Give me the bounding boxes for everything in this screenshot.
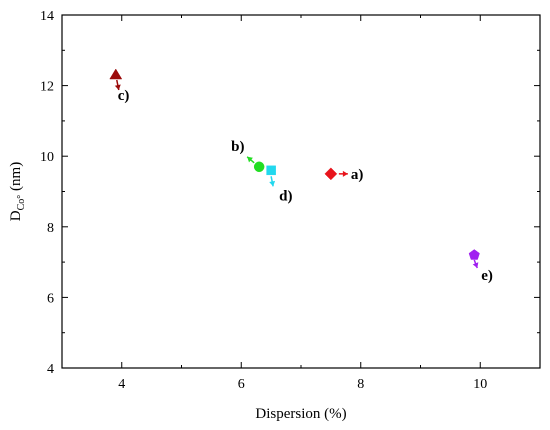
data-point-arrow-head	[114, 84, 121, 91]
x-axis-ticks: 4 6 8 10	[61, 15, 541, 392]
x-tick-label: 8	[357, 377, 364, 392]
axes	[61, 14, 541, 369]
data-point: c)	[109, 68, 130, 104]
y-tick-label: 6	[47, 291, 54, 306]
data-point-arrow-head	[269, 180, 276, 187]
data-point-marker	[324, 167, 338, 181]
data-point-label: e)	[481, 268, 493, 284]
y-axis-title-subscript: Co°	[16, 195, 27, 211]
x-axis-title: Dispersion (%)	[255, 406, 346, 422]
y-tick-label: 8	[47, 221, 54, 236]
data-point-label: a)	[351, 167, 364, 183]
plot-frame	[61, 14, 541, 369]
data-point: e)	[468, 249, 493, 284]
data-point-marker	[109, 68, 123, 80]
y-axis-title-main: D	[8, 210, 24, 221]
data-point: b)	[231, 139, 265, 173]
data-point-label: b)	[231, 139, 244, 155]
y-tick-label: 10	[40, 150, 54, 165]
y-tick-label: 4	[47, 362, 54, 377]
data-point-label: d)	[279, 188, 292, 204]
data-point: a)	[324, 167, 364, 183]
data-points: a) b) c) d) e)	[109, 68, 493, 284]
data-point-marker	[253, 161, 265, 173]
y-tick-label: 14	[40, 9, 54, 24]
data-point-marker	[266, 165, 276, 176]
x-tick-label: 10	[473, 377, 487, 392]
data-point-arrow-head	[342, 170, 348, 177]
data-point-arrow-head	[247, 156, 253, 163]
data-point-label: c)	[118, 88, 130, 104]
y-axis-ticks: 4 6 8 10 12 14	[40, 9, 540, 377]
data-point-marker	[468, 249, 480, 260]
y-axis-title-unit: (nm)	[8, 162, 24, 195]
y-axis-title: DCo° (nm)	[8, 162, 27, 221]
data-point: d)	[266, 165, 292, 204]
x-tick-label: 4	[118, 377, 125, 392]
data-point-arrow-head	[472, 262, 479, 269]
x-tick-label: 6	[238, 377, 245, 392]
y-tick-label: 12	[40, 80, 54, 95]
